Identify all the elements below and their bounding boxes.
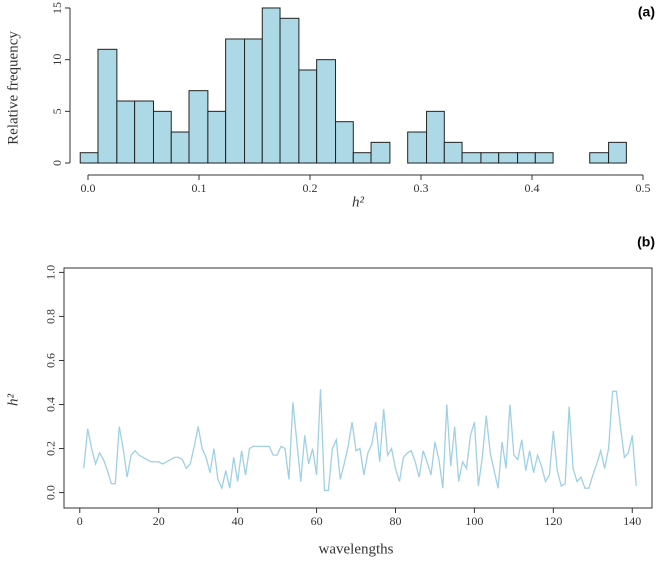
bar xyxy=(152,110,172,164)
bar xyxy=(170,131,190,164)
x-tick-label: 40 xyxy=(232,514,244,528)
y-tick-label: 0.6 xyxy=(44,353,58,368)
bar xyxy=(298,69,318,164)
y-tick-label: 5 xyxy=(50,108,64,114)
y-tick-label: 0.2 xyxy=(44,441,58,456)
x-tick-label: 60 xyxy=(311,514,323,528)
x-tick-label: 20 xyxy=(153,514,165,528)
x-tick-label: 0.4 xyxy=(525,181,540,195)
bar xyxy=(352,152,372,164)
x-tick-label: 0 xyxy=(77,514,83,528)
y-tick-label: 15 xyxy=(50,2,64,14)
x-tick-label: 0.3 xyxy=(414,181,429,195)
bar xyxy=(335,121,354,164)
bar xyxy=(589,152,610,164)
y-tick-label: 1.0 xyxy=(44,265,58,280)
x-tick-label: 120 xyxy=(544,514,562,528)
panel-label: (a) xyxy=(638,4,655,20)
bar xyxy=(517,152,536,164)
y-tick-label: 0.8 xyxy=(44,309,58,324)
x-tick-label: 0.0 xyxy=(81,181,96,195)
y-tick-label: 0.0 xyxy=(44,485,58,500)
x-tick-label: 0.2 xyxy=(303,181,318,195)
x-axis-label: h² xyxy=(352,194,365,210)
bar xyxy=(608,141,627,164)
bar xyxy=(97,48,118,164)
x-tick-label: 0.1 xyxy=(192,181,207,195)
bar xyxy=(116,100,136,164)
bar xyxy=(261,7,281,164)
line xyxy=(83,389,637,492)
bar xyxy=(534,152,554,164)
panel-label: (b) xyxy=(637,234,655,250)
bar xyxy=(279,17,300,164)
bar xyxy=(461,152,482,164)
bar xyxy=(407,131,428,164)
bar xyxy=(225,38,246,164)
bar xyxy=(244,38,263,164)
bar xyxy=(370,141,391,164)
x-axis-label: wavelengths xyxy=(319,541,394,557)
bar xyxy=(134,100,154,164)
bar xyxy=(443,141,463,164)
x-tick-label: 140 xyxy=(623,514,641,528)
y-tick-label: 10 xyxy=(50,54,64,66)
bar xyxy=(207,110,227,164)
y-axis-label: h² xyxy=(5,394,21,407)
x-tick-label: 80 xyxy=(389,514,401,528)
bar xyxy=(480,152,500,164)
plot-frame xyxy=(63,267,653,509)
x-tick-label: 100 xyxy=(465,514,483,528)
y-axis-label: Relative frequency xyxy=(5,31,21,145)
y-tick-label: 0 xyxy=(50,160,64,166)
bar xyxy=(188,90,209,164)
bar xyxy=(316,59,337,164)
bar xyxy=(426,110,445,164)
y-tick-label: 0.4 xyxy=(44,397,58,412)
bar xyxy=(498,152,519,164)
bar xyxy=(79,152,99,164)
x-tick-label: 0.5 xyxy=(636,181,651,195)
